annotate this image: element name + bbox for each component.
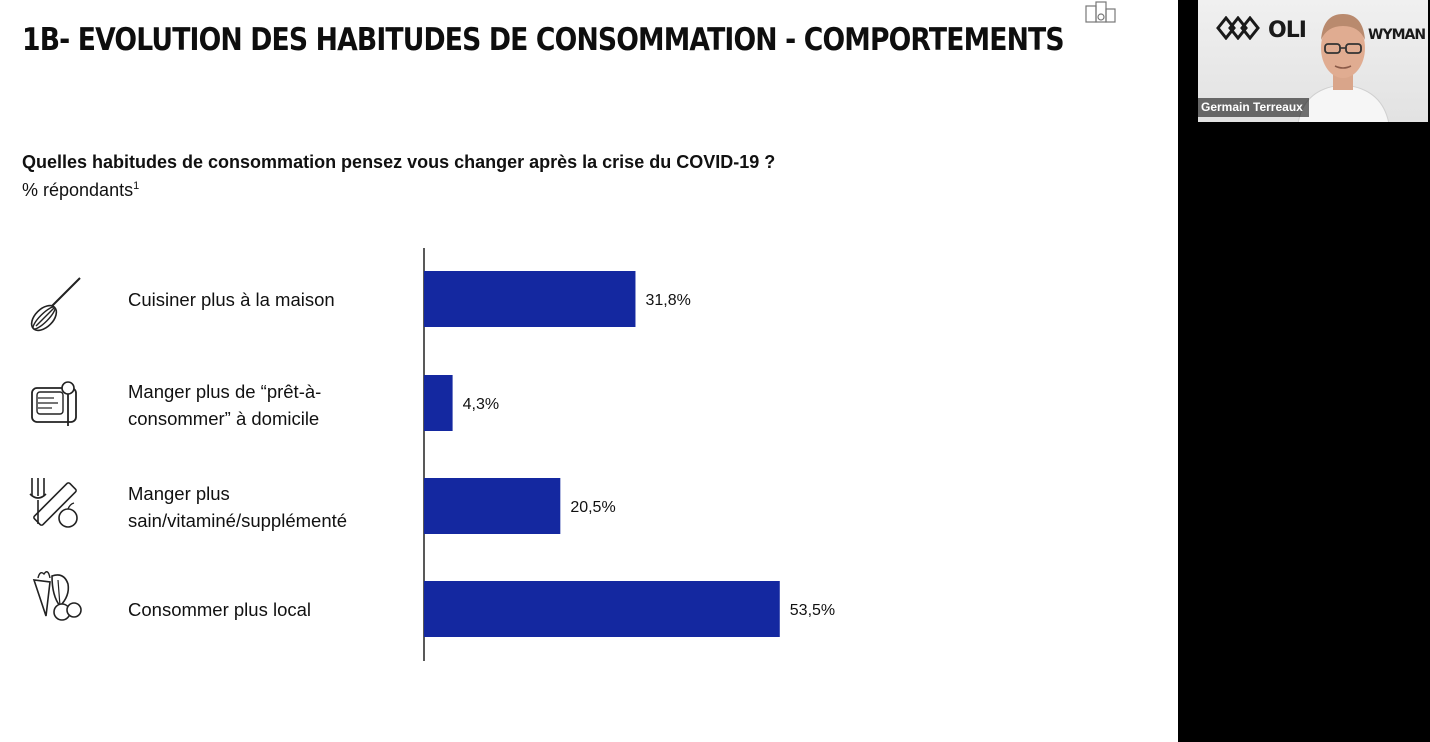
row-label-cuisiner: Cuisiner plus à la maison — [128, 289, 335, 310]
unit-label: % répondants1 — [22, 180, 140, 200]
bar-value-label-3: 20,5% — [570, 499, 615, 516]
presentation-slide: 1B- EVOLUTION DES HABITUDES DE CONSOMMAT… — [22, 1, 1116, 661]
logo-text-left: OLI — [1268, 18, 1307, 43]
bar-value-label-2: 4,3% — [463, 396, 499, 413]
document-icon — [1085, 1, 1116, 23]
unit-footnote: 1 — [133, 180, 140, 192]
row-label-pret-a-consommer: Manger plus de “prêt-à-consommer” à domi… — [128, 381, 322, 429]
survey-question: Quelles habitudes de consommation pensez… — [22, 152, 776, 172]
bar-value-label-4: 53,5% — [790, 602, 835, 619]
bar-1 — [424, 271, 636, 327]
participant-name: Germain Terreaux — [1198, 98, 1309, 117]
logo-mark-icon — [1216, 16, 1260, 40]
whisk-icon — [30, 277, 81, 332]
slide-title: 1B- EVOLUTION DES HABITUDES DE CONSOMMAT… — [22, 22, 1065, 58]
logo-text-right: WYMAN — [1368, 27, 1426, 43]
video-sidebar — [1178, 0, 1430, 742]
healthy-food-icon — [29, 478, 78, 528]
ready-meal-icon — [31, 381, 77, 426]
local-produce-icon — [32, 571, 82, 621]
bar-2 — [424, 375, 453, 431]
bar-chart: 31,8% 4,3% 20,5% 53,5% — [423, 248, 835, 661]
bar-4 — [424, 581, 780, 637]
bar-value-label-1: 31,8% — [645, 292, 690, 309]
row-label-sain: Manger plus sain/vitaminé/supplémenté — [128, 483, 348, 531]
participant-avatar — [1297, 14, 1390, 122]
row-label-local: Consommer plus local — [128, 599, 312, 620]
bar-3 — [424, 478, 561, 534]
participant-video[interactable]: OLI WYMAN Germain Terreaux — [1198, 0, 1428, 122]
